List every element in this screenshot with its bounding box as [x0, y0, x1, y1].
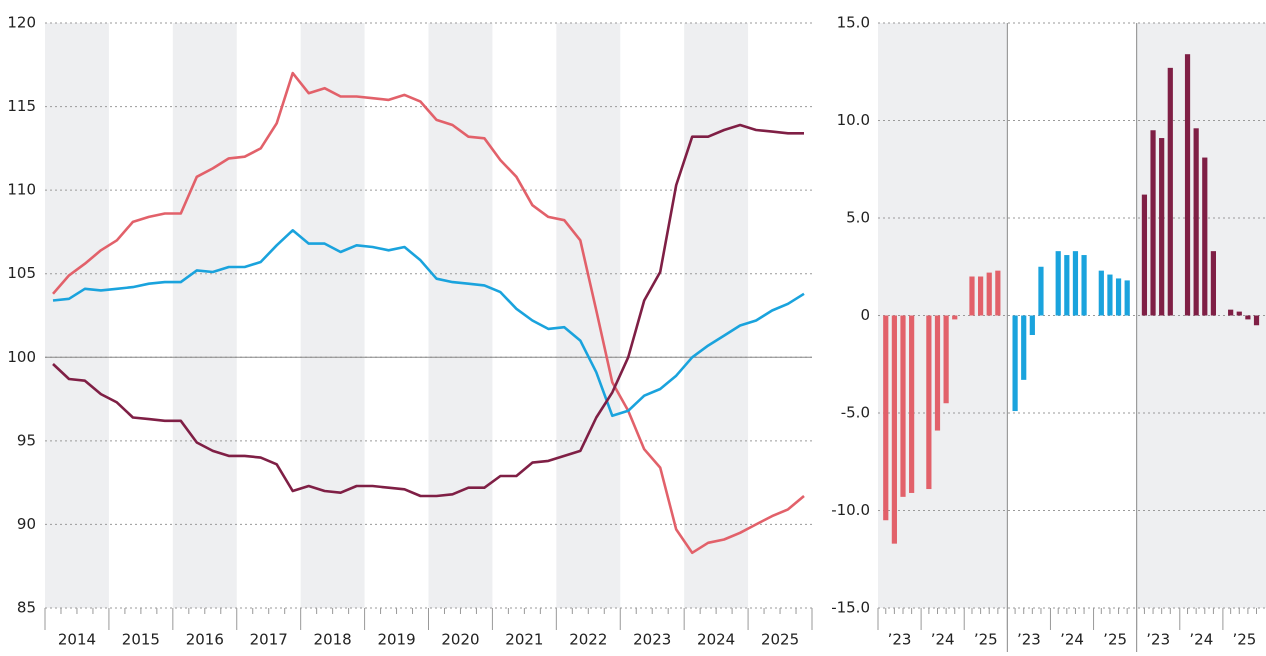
bar: [986, 272, 992, 316]
band: [684, 23, 749, 608]
y-tick-label: 95: [17, 431, 36, 449]
bar: [1115, 278, 1122, 316]
x-tick-label: 2020: [441, 631, 479, 649]
bar: [909, 315, 915, 493]
bar: [1141, 194, 1148, 316]
x-tick-label: ’24: [1189, 631, 1213, 649]
bar: [1245, 315, 1251, 320]
y-tick-label: 5.0: [846, 209, 870, 227]
x-tick-label: ’23: [1017, 631, 1041, 649]
band: [300, 23, 365, 608]
bar: [995, 270, 1001, 316]
band: [428, 23, 493, 608]
bar: [1150, 130, 1156, 316]
x-tick-label: ’25: [974, 631, 998, 649]
bar: [1159, 138, 1165, 316]
bar: [1202, 157, 1208, 316]
y-tick-label: 85: [17, 599, 36, 617]
x-tick-label: ’25: [1103, 631, 1127, 649]
bar: [1081, 255, 1087, 316]
x-tick-label: 2024: [697, 631, 735, 649]
bar: [891, 315, 897, 544]
band: [45, 23, 109, 608]
bar: [1124, 280, 1130, 316]
bar: [1253, 315, 1260, 326]
bar: [900, 315, 906, 497]
bar: [1107, 274, 1113, 316]
x-tick-label: ’23: [1146, 631, 1170, 649]
x-tick-label: ’24: [1060, 631, 1084, 649]
x-tick-label: 2017: [250, 631, 288, 649]
bar: [952, 315, 958, 320]
x-tick-label: 2025: [761, 631, 799, 649]
y-tick-label: 120: [7, 14, 36, 32]
y-tick-label: 110: [7, 181, 36, 199]
bar: [1012, 315, 1018, 412]
y-tick-label: 0: [860, 306, 870, 324]
y-tick-label: -10.0: [831, 501, 870, 519]
bar: [1236, 311, 1242, 316]
x-tick-label: 2019: [377, 631, 415, 649]
bar: [1029, 315, 1035, 335]
x-tick-label: 2015: [122, 631, 160, 649]
y-tick-label: 15.0: [837, 14, 870, 32]
bar: [1098, 270, 1104, 316]
line: [52, 71, 805, 555]
bar: [1038, 266, 1044, 316]
x-tick-label: ’24: [931, 631, 955, 649]
y-tick-label: 105: [7, 264, 36, 282]
y-tick-label: 90: [17, 515, 36, 533]
bar: [1167, 67, 1173, 316]
bar: [978, 276, 984, 316]
bar: [1021, 315, 1027, 380]
band: [172, 23, 237, 608]
y-tick-label: 10.0: [837, 111, 870, 129]
bar: [943, 315, 949, 404]
y-tick-label: -5.0: [841, 404, 870, 422]
x-tick-label: ’25: [1233, 631, 1257, 649]
x-tick-label: ’23: [888, 631, 912, 649]
x-tick-label: 2014: [58, 631, 96, 649]
x-tick-label: 2023: [633, 631, 671, 649]
bar: [1184, 54, 1191, 316]
x-tick-label: 2022: [569, 631, 607, 649]
bar: [1193, 128, 1199, 316]
bar: [1228, 309, 1234, 316]
y-tick-label: 100: [7, 348, 36, 366]
y-tick-label: -15.0: [831, 599, 870, 617]
y-tick-label: 115: [7, 97, 36, 115]
line: [52, 123, 804, 498]
bar: [883, 315, 889, 521]
bar: [969, 276, 975, 316]
bar: [934, 315, 941, 431]
bar: [1064, 255, 1070, 316]
line: [52, 229, 805, 418]
bar: [926, 315, 932, 490]
x-tick-label: 2021: [505, 631, 543, 649]
x-tick-label: 2018: [314, 631, 352, 649]
bar: [1055, 251, 1061, 316]
bar: [1210, 251, 1217, 316]
x-tick-label: 2016: [186, 631, 224, 649]
band: [556, 23, 621, 608]
bar: [1072, 251, 1079, 316]
